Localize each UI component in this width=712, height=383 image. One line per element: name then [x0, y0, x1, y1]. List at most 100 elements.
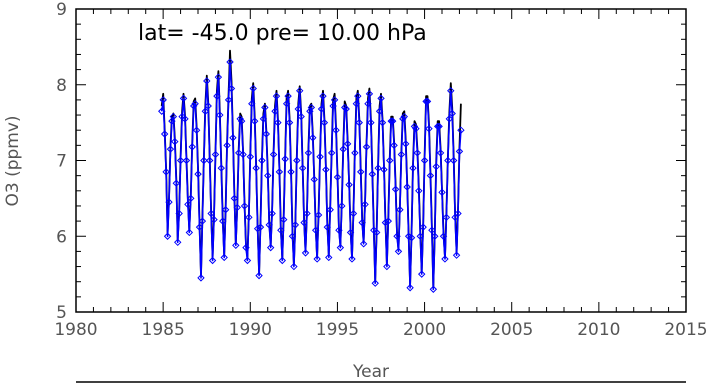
data-point: [384, 217, 393, 225]
data-point: [207, 209, 215, 218]
data-point: [309, 134, 317, 142]
data-point: [216, 111, 224, 119]
data-point: [236, 115, 244, 123]
data-point: [226, 58, 234, 66]
data-point: [191, 99, 199, 108]
data-point: [388, 117, 397, 125]
data-point: [327, 149, 336, 157]
data-point: [220, 253, 228, 262]
data-point: [422, 97, 430, 106]
x-tick-label: 1980: [54, 320, 97, 340]
data-point: [252, 164, 260, 172]
data-point: [232, 241, 240, 250]
data-point: [455, 147, 464, 156]
data-point: [393, 232, 401, 240]
data-point: [277, 226, 285, 234]
data-point: [235, 149, 243, 157]
data-point: [258, 156, 266, 165]
data-point: [332, 126, 340, 134]
data-point: [275, 168, 284, 176]
data-point: [359, 240, 368, 248]
data-point: [438, 188, 446, 197]
y-tick-label: 9: [56, 0, 67, 20]
x-tick-labels: 1980 1985 1990 1995 2000 2005 2010 2015: [54, 320, 707, 340]
data-point: [274, 118, 282, 127]
data-point: [375, 107, 384, 115]
data-point: [342, 105, 350, 113]
data-point: [380, 165, 388, 174]
data-point: [320, 118, 329, 127]
data-point: [387, 117, 395, 125]
data-point: [409, 164, 417, 172]
data-point: [159, 96, 167, 104]
data-point: [383, 262, 391, 271]
data-point: [181, 115, 189, 123]
data-point: [304, 149, 313, 157]
data-point: [390, 141, 398, 150]
data-point: [200, 156, 208, 165]
data-point: [338, 202, 346, 210]
plot-frame: [75, 8, 687, 313]
data-point: [420, 156, 429, 165]
data-point: [428, 226, 436, 234]
data-point: [349, 209, 358, 218]
data-point: [256, 223, 265, 231]
data-point: [348, 255, 356, 263]
data-point: [454, 209, 462, 218]
data-point: [243, 256, 252, 265]
data-point: [168, 117, 176, 125]
data-point: [301, 249, 310, 257]
data-point: [371, 279, 379, 287]
data-point: [224, 96, 233, 104]
data-point: [326, 206, 334, 214]
data-point: [188, 143, 196, 151]
data-point: [233, 203, 241, 212]
data-point: [217, 164, 226, 172]
series-line: [160, 61, 462, 291]
data-point: [413, 149, 422, 157]
data-point: [368, 170, 377, 178]
data-point: [281, 155, 289, 163]
data-point: [253, 224, 262, 233]
data-point: [431, 232, 439, 240]
data-point: [266, 243, 275, 252]
data-point: [300, 218, 308, 227]
data-point: [192, 126, 201, 134]
data-point: [285, 118, 294, 127]
data-point: [355, 118, 363, 127]
series-1: [158, 58, 465, 293]
data-point: [319, 92, 327, 100]
data-point: [162, 168, 170, 176]
data-point: [211, 150, 220, 159]
data-point: [325, 253, 333, 262]
data-point: [176, 156, 185, 165]
data-point: [294, 105, 302, 113]
data-point: [293, 156, 301, 165]
data-point: [372, 228, 381, 237]
data-point: [269, 150, 278, 159]
data-point: [187, 194, 195, 203]
data-point: [205, 156, 214, 165]
data-point: [354, 92, 362, 100]
data-point: [239, 150, 247, 159]
data-point: [358, 218, 366, 227]
data-point: [335, 226, 343, 234]
data-point: [296, 87, 304, 95]
data-point: [158, 107, 166, 115]
data-point: [364, 99, 372, 108]
y-axis-title: O3 (ppmv): [3, 115, 23, 206]
data-point: [255, 271, 263, 280]
data-point: [396, 206, 404, 214]
data-point: [432, 162, 440, 171]
x-tick-label: 1985: [142, 320, 185, 340]
y-tick-labels: 5 6 7 8 9: [56, 0, 67, 323]
data-point: [412, 124, 420, 133]
data-point: [310, 175, 318, 184]
data-point: [250, 117, 259, 125]
data-point: [439, 232, 448, 240]
data-point: [394, 247, 403, 256]
data-point: [163, 232, 172, 240]
data-point: [323, 223, 332, 231]
data-point: [418, 270, 426, 278]
data-point: [201, 107, 210, 115]
